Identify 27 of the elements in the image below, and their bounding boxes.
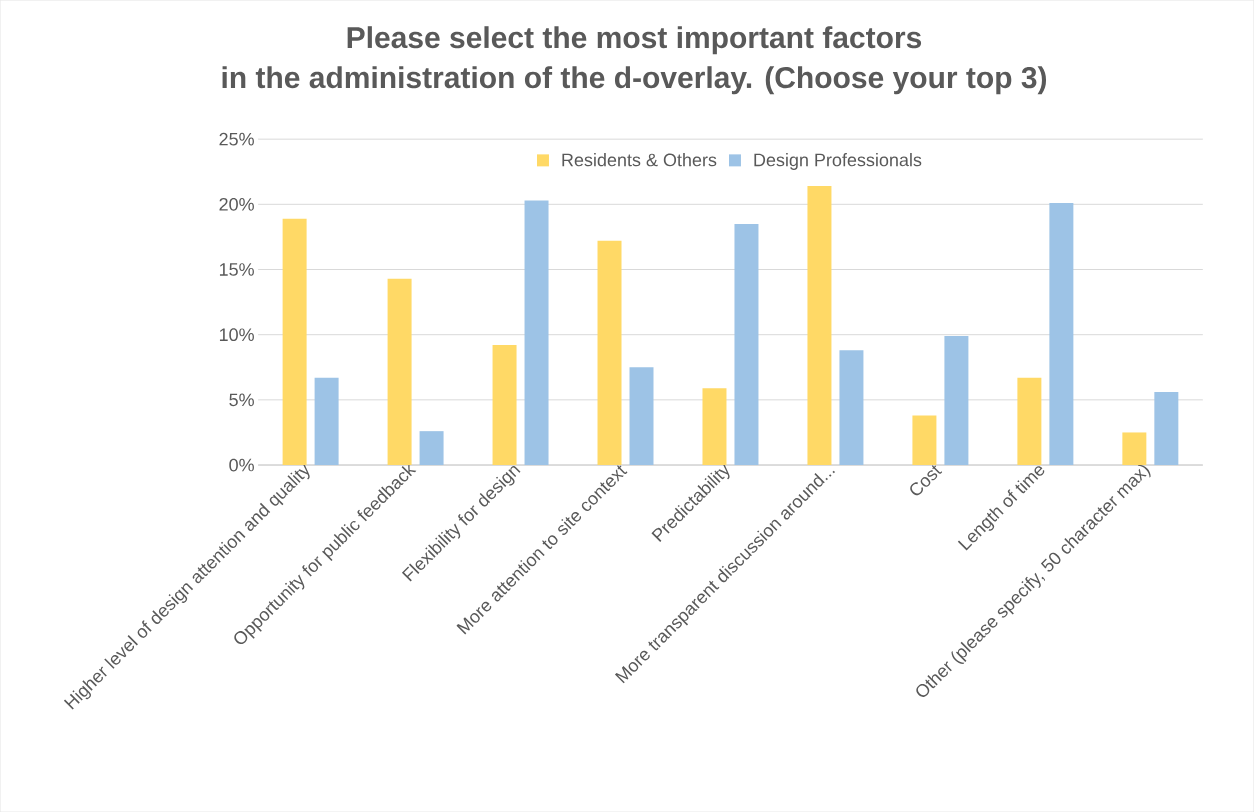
legend-label: Residents & Others [562,153,717,167]
bar [629,367,654,465]
bar [524,200,549,465]
y-tick-label: 5% [229,393,254,407]
legend-label: Design Professionals [754,153,922,170]
bar [944,335,969,465]
bar [492,345,517,465]
chart-title: Please select the most important factors in the administration of the d-overlay. (Choose your top 3) [222,26,1047,95]
bar [1154,391,1179,465]
bar [912,415,937,465]
y-tick-label: 20% [219,197,254,211]
bar [839,350,864,465]
y-tick-label: 15% [219,263,254,276]
bar [1122,432,1147,465]
bar [807,186,832,465]
bar [314,377,339,465]
y-tick-label: 0% [229,458,254,472]
y-tick-label: 10% [219,328,254,341]
bar [387,278,412,465]
y-tick-label: 25% [219,132,254,146]
bar [419,431,444,465]
bar [282,218,307,465]
bar [702,388,727,465]
bar [1049,202,1074,465]
bar [1017,377,1042,465]
bar [597,240,622,465]
bar [734,223,759,465]
